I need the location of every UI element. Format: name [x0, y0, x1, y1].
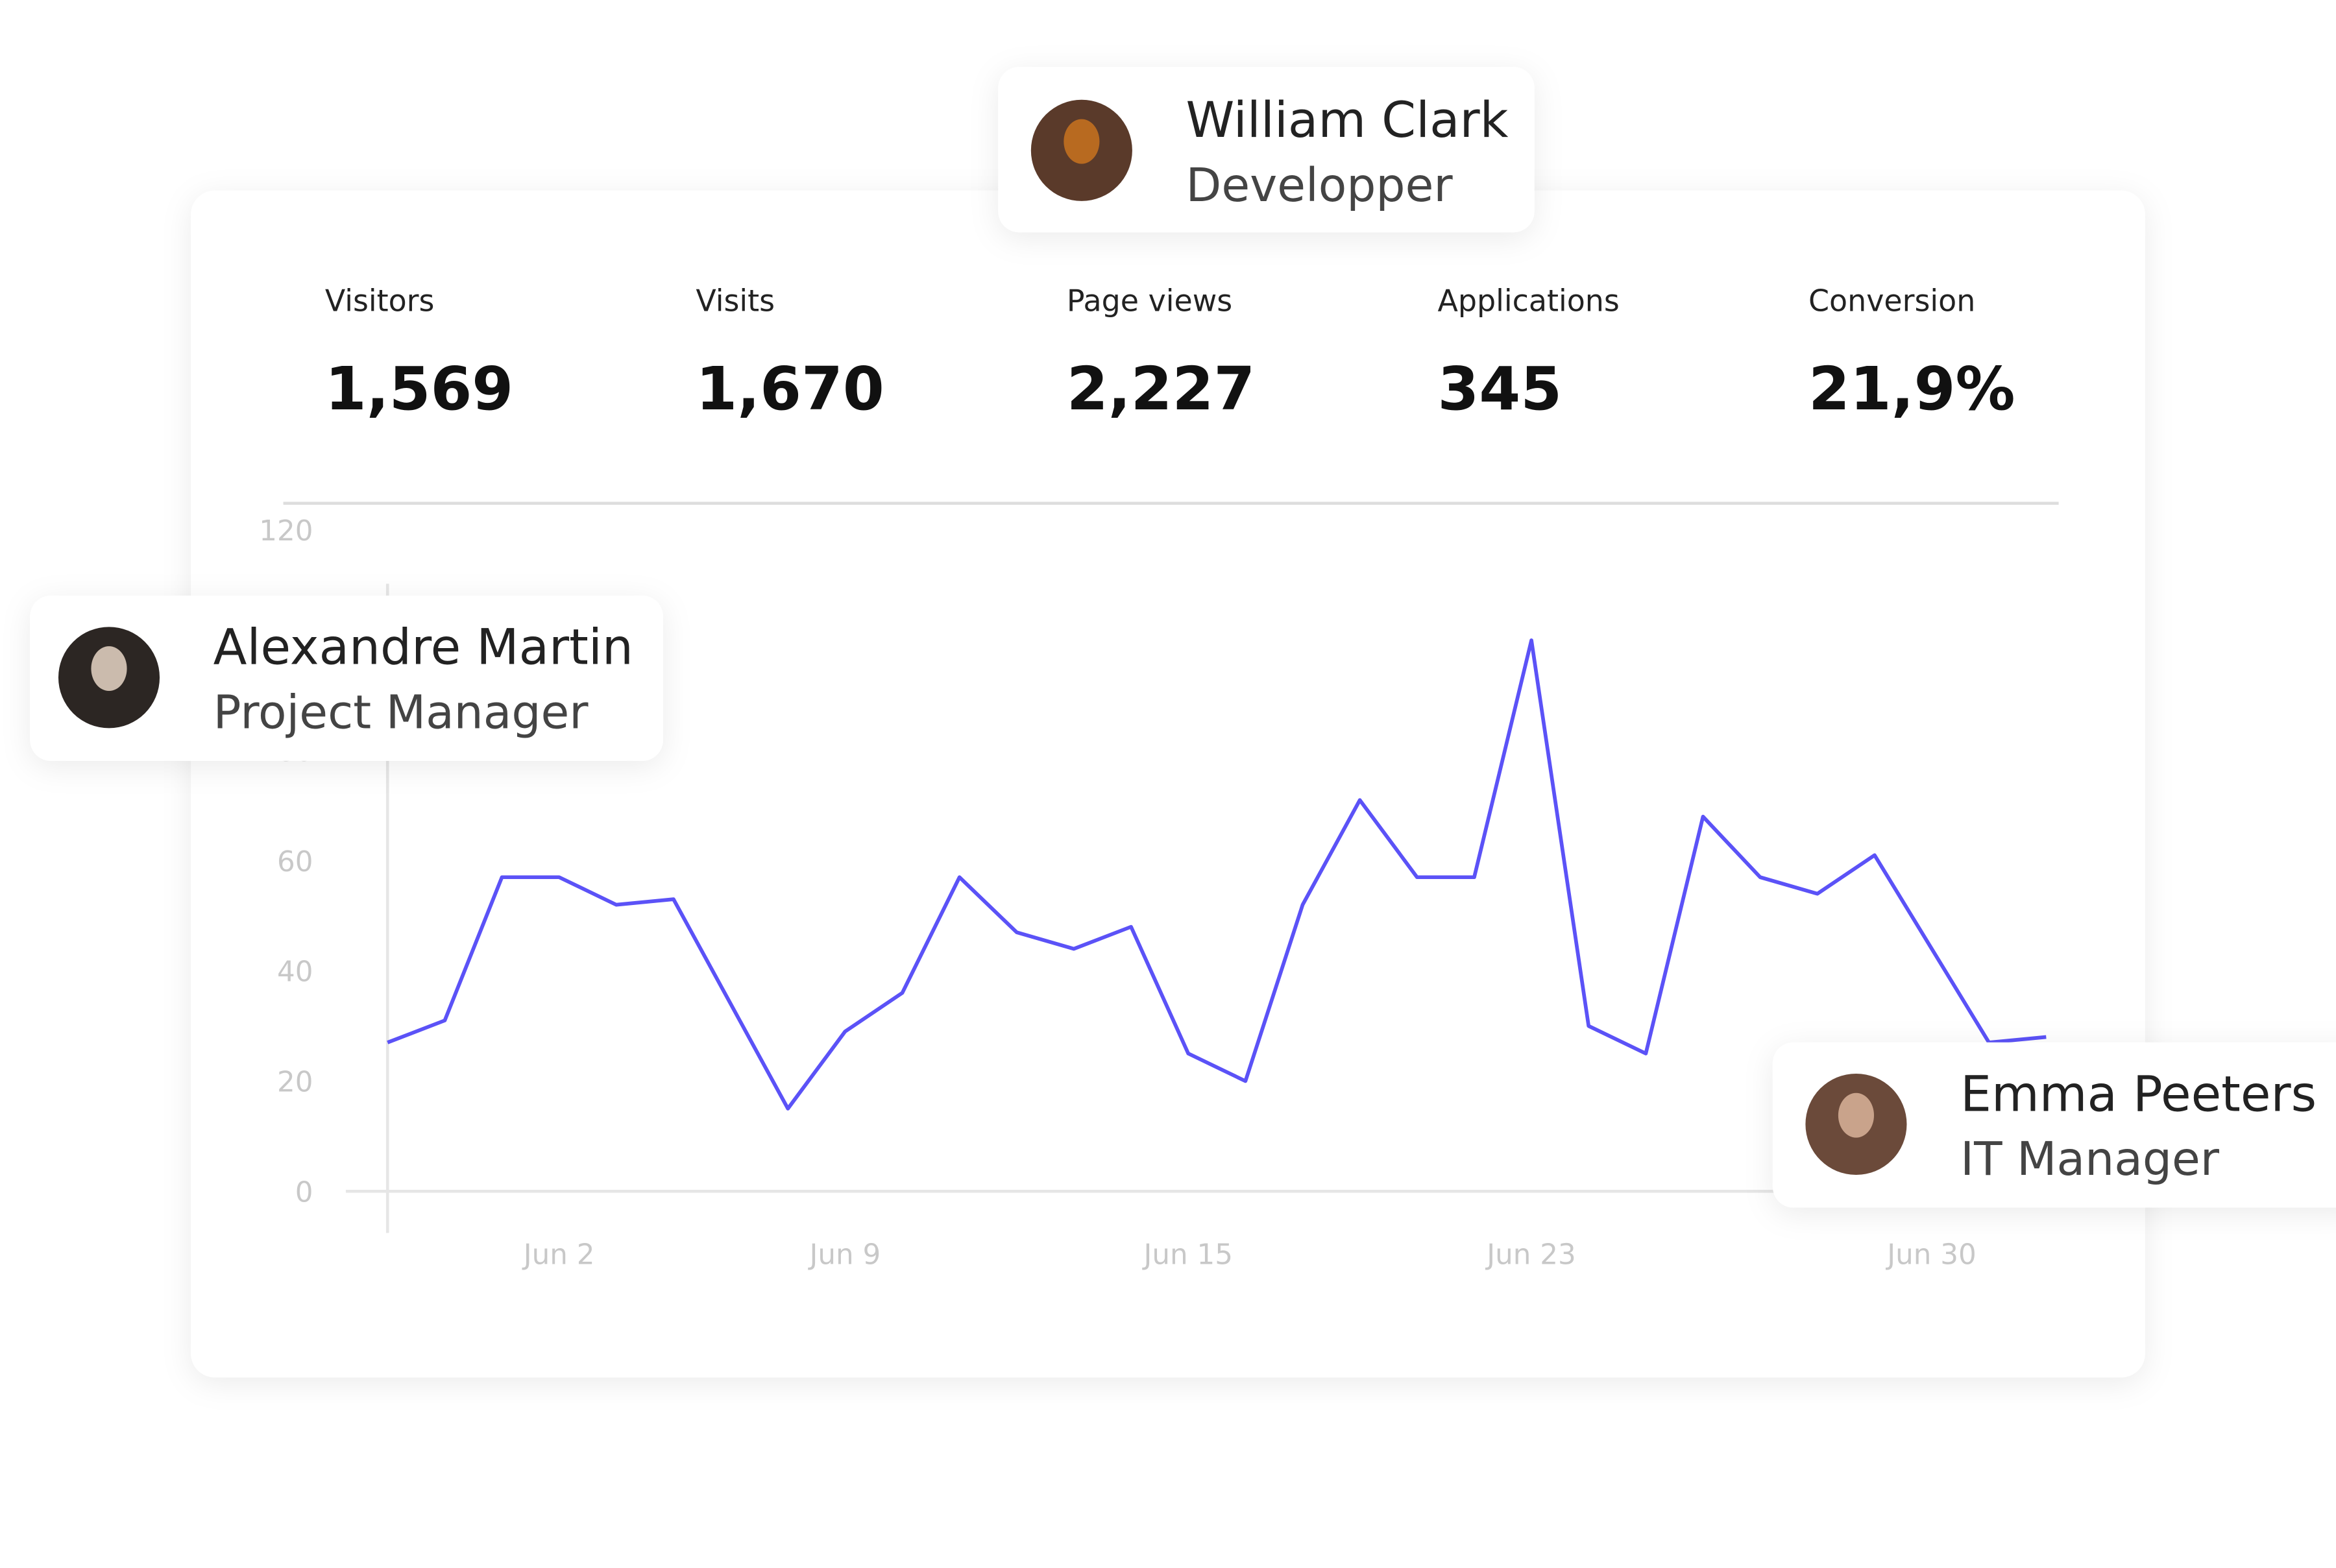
- stat-value: 21,9%: [1808, 354, 2015, 424]
- stat-label: Applications: [1437, 283, 1619, 319]
- x-tick-label: Jun 23: [1485, 1239, 1576, 1272]
- profile-name: Emma Peeters: [1960, 1065, 2317, 1122]
- profile-role: Project Manager: [213, 685, 589, 739]
- stat-label: Page views: [1067, 283, 1232, 319]
- profiles: William Clark Developper Alexandre Martin P…: [30, 67, 2336, 1208]
- profile-card: [998, 67, 1535, 233]
- y-tick-label: 0: [295, 1176, 313, 1209]
- stat-value: 1,670: [696, 354, 884, 424]
- avatar-face: [91, 646, 127, 692]
- profile-name: Alexandre Martin: [213, 619, 633, 676]
- profile-name: William Clark: [1186, 91, 1509, 149]
- x-tick-label: Jun 30: [1885, 1239, 1977, 1272]
- stat-label: Visits: [696, 283, 775, 319]
- profile-role: IT Manager: [1960, 1132, 2220, 1186]
- x-tick-label: Jun 9: [807, 1239, 881, 1272]
- stat-value: 2,227: [1067, 354, 1255, 424]
- y-tick-label: 120: [259, 515, 313, 548]
- stat-value: 1,569: [325, 354, 513, 424]
- dashboard-card: [191, 190, 2145, 1378]
- profile-card: [30, 596, 663, 761]
- x-tick-label: Jun 2: [522, 1239, 595, 1272]
- x-tick-label: Jun 15: [1141, 1239, 1233, 1272]
- stat-label: Conversion: [1808, 283, 1975, 319]
- profile-card: [1772, 1042, 2336, 1208]
- y-tick-label: 40: [277, 956, 313, 989]
- stat-label: Visitors: [325, 283, 435, 319]
- avatar-face: [1838, 1092, 1874, 1138]
- avatar-face: [1064, 119, 1100, 164]
- stat-value: 345: [1437, 354, 1562, 424]
- data-line: [387, 638, 2047, 1111]
- profile-role: Developper: [1186, 158, 1454, 212]
- y-tick-label: 20: [277, 1066, 313, 1098]
- y-tick-label: 60: [277, 846, 313, 878]
